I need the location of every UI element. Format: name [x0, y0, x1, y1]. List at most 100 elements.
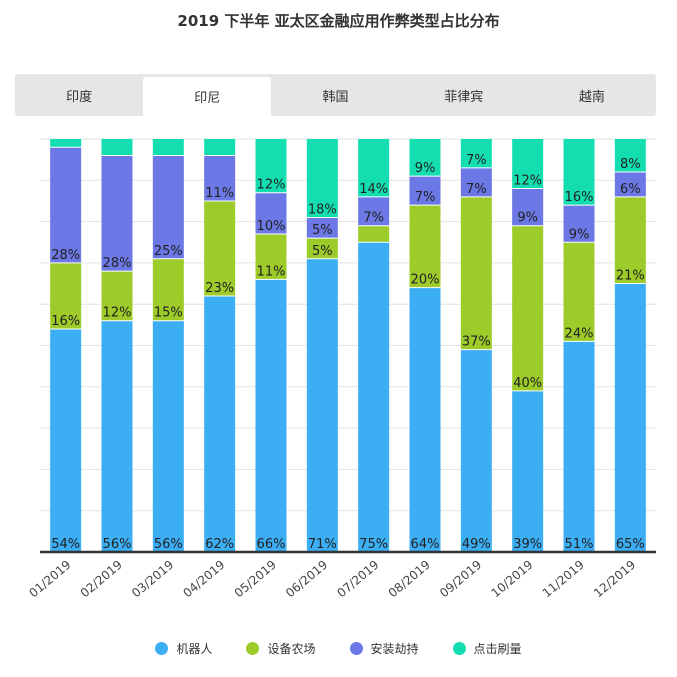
- bar-segment[interactable]: [563, 242, 595, 342]
- bar-segment[interactable]: [101, 139, 133, 156]
- bar-segment[interactable]: [614, 196, 646, 284]
- bar-segment[interactable]: [512, 139, 544, 189]
- bar-segment[interactable]: [152, 320, 184, 552]
- bar-segment[interactable]: [409, 139, 441, 177]
- x-tick-label: 03/2019: [129, 558, 176, 601]
- tab-korea[interactable]: 韩国: [322, 89, 349, 105]
- bar-segment[interactable]: [409, 176, 441, 206]
- data-label: 7%: [415, 190, 436, 205]
- data-label: 8%: [620, 157, 641, 172]
- page-title: 2019 下半年 亚太区金融应用作弊类型占比分布: [177, 12, 500, 30]
- bar-segment[interactable]: [255, 279, 287, 552]
- data-label: 9%: [517, 211, 538, 226]
- legend-swatch-click-spam: [452, 642, 466, 655]
- data-label: 21%: [616, 269, 645, 284]
- bar-segment[interactable]: [50, 328, 82, 552]
- legend-item-click-spam[interactable]: 点击刷量: [452, 640, 522, 657]
- bar-segment[interactable]: [358, 139, 390, 197]
- bar-segment[interactable]: [512, 390, 544, 552]
- data-label: 20%: [411, 273, 440, 288]
- bar-segment[interactable]: [358, 242, 390, 552]
- bar-segment[interactable]: [358, 196, 390, 226]
- data-label: 18%: [308, 202, 337, 217]
- bar-segment[interactable]: [306, 238, 338, 259]
- bar-segment[interactable]: [460, 196, 492, 350]
- x-tick-label: 05/2019: [232, 558, 279, 601]
- region-tabbar: 印度 印尼 韩国 菲律宾 越南: [15, 74, 656, 116]
- x-tick-label: 04/2019: [180, 558, 227, 601]
- tab-vietnam[interactable]: 越南: [578, 89, 605, 105]
- data-label: 16%: [51, 314, 80, 329]
- x-tick-label: 09/2019: [437, 558, 484, 601]
- bar-segment[interactable]: [306, 258, 338, 552]
- bar-segment[interactable]: [409, 287, 441, 552]
- data-label: 9%: [569, 227, 590, 242]
- data-label: 56%: [103, 537, 132, 552]
- bar-segment[interactable]: [255, 139, 287, 193]
- bar-segment[interactable]: [306, 217, 338, 239]
- bar-segment[interactable]: [152, 258, 184, 321]
- bar-segment[interactable]: [563, 341, 595, 552]
- bar-segment[interactable]: [614, 172, 646, 197]
- bar-segment[interactable]: [101, 271, 133, 321]
- data-label: 12%: [103, 306, 132, 321]
- bar-segment[interactable]: [101, 320, 133, 552]
- bar-segment[interactable]: [460, 167, 492, 197]
- tab-indonesia[interactable]: 印尼: [143, 77, 272, 116]
- bar-segment[interactable]: [50, 139, 82, 148]
- bar-segment[interactable]: [255, 233, 287, 280]
- data-label: 56%: [154, 537, 183, 552]
- bar-segment[interactable]: [152, 155, 184, 259]
- bar-segment[interactable]: [512, 225, 544, 391]
- data-label: 7%: [466, 153, 487, 168]
- bar-segment[interactable]: [460, 139, 492, 168]
- bar-segment[interactable]: [563, 139, 595, 206]
- data-label: 65%: [616, 537, 645, 552]
- data-label: 11%: [205, 186, 234, 201]
- tab-india[interactable]: 印度: [66, 89, 93, 105]
- data-label: 51%: [565, 537, 594, 552]
- data-label: 37%: [462, 335, 491, 350]
- data-label: 24%: [565, 326, 594, 341]
- data-label: 7%: [363, 211, 384, 226]
- bar-segment[interactable]: [512, 188, 544, 226]
- data-label: 71%: [308, 537, 337, 552]
- data-label: 66%: [257, 537, 286, 552]
- data-label: 15%: [154, 306, 183, 321]
- stacked-bar-chart: 54% 16% 28% 01/2019 56% 12% 28% 02/2019 56% 15% 25…: [26, 138, 656, 601]
- bar-segment[interactable]: [409, 205, 441, 288]
- x-tick-label: 07/2019: [334, 558, 381, 601]
- bar-segment[interactable]: [101, 155, 133, 272]
- data-label: 64%: [411, 537, 440, 552]
- legend-item-bot[interactable]: 机器人: [155, 640, 212, 657]
- bar-segment[interactable]: [306, 139, 338, 218]
- x-tick-label: 06/2019: [283, 558, 330, 601]
- bar-segment[interactable]: [204, 139, 236, 156]
- legend-item-install-hijack[interactable]: 安装劫持: [349, 640, 419, 657]
- data-label: 40%: [513, 376, 542, 391]
- data-label: 16%: [565, 190, 594, 205]
- data-label: 12%: [513, 174, 542, 189]
- legend-swatch-device-farm: [246, 642, 260, 655]
- data-label: 14%: [359, 182, 388, 197]
- bar-segment[interactable]: [563, 205, 595, 243]
- legend-item-device-farm[interactable]: 设备农场: [246, 640, 316, 657]
- data-label: 28%: [103, 256, 132, 271]
- bar-segment[interactable]: [50, 147, 82, 263]
- x-tick-label: 11/2019: [540, 558, 587, 601]
- bar-segment[interactable]: [255, 192, 287, 234]
- bar-segment[interactable]: [614, 283, 646, 552]
- data-label: 7%: [466, 182, 487, 197]
- bar-segment[interactable]: [204, 295, 236, 552]
- bar-segment[interactable]: [614, 139, 646, 173]
- bar-segment[interactable]: [358, 225, 390, 243]
- data-label: 12%: [257, 178, 286, 193]
- bar-segment[interactable]: [204, 155, 236, 201]
- x-tick-label: 12/2019: [591, 558, 638, 601]
- bar-segment[interactable]: [50, 262, 82, 329]
- bar-segment[interactable]: [460, 349, 492, 552]
- bar-segment[interactable]: [152, 139, 184, 156]
- x-tick-label: 08/2019: [386, 558, 433, 601]
- tab-philippines[interactable]: 菲律宾: [444, 89, 484, 105]
- bar-segment[interactable]: [204, 200, 236, 296]
